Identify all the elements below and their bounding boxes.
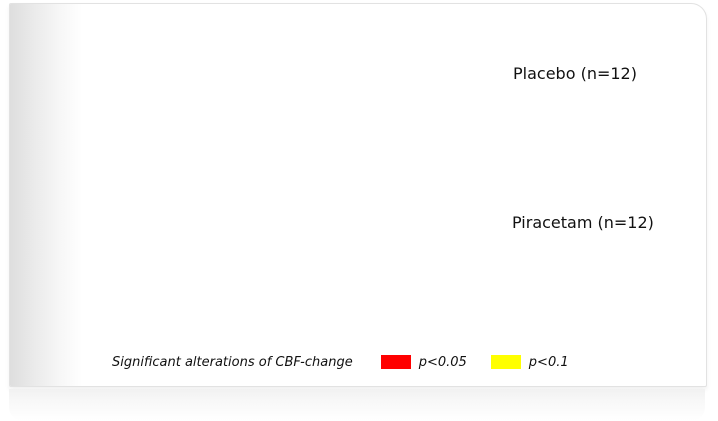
legend: Significant alterations of CBF-change p<… [112, 352, 593, 372]
legend-label-p01: p<0.1 [528, 354, 569, 370]
legend-label-p005: p<0.05 [418, 354, 467, 370]
placebo-group-label: Placebo (n=12) [513, 64, 637, 83]
piracetam-group-label: Piracetam (n=12) [512, 213, 654, 232]
panel-left-shade [10, 4, 82, 386]
figure-panel [9, 3, 707, 387]
legend-swatch-red [380, 355, 411, 369]
legend-swatch-yellow [490, 355, 521, 369]
panel-reflection [9, 389, 705, 421]
legend-title: Significant alterations of CBF-change [112, 354, 353, 370]
